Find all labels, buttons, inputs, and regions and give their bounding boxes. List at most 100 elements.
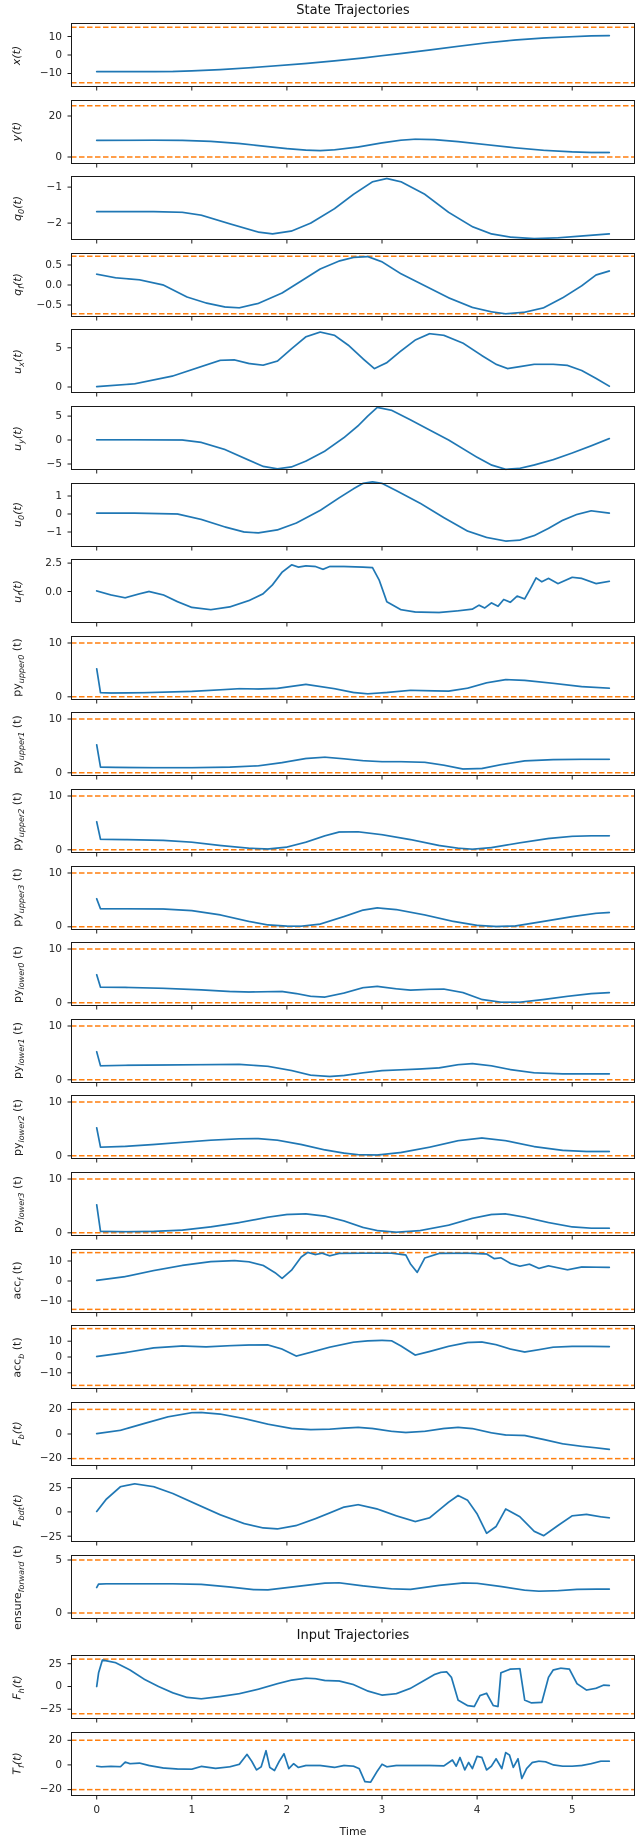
subplot-q0_t: q0(t) −1 −2 (0, 176, 640, 244)
trajectory-line-uf_t (95, 564, 611, 614)
axes-frame (71, 252, 635, 317)
y-tick-label: 10 (48, 1335, 62, 1348)
axes-frame (71, 1731, 635, 1796)
subplot-Tf_t: Tf(t) 20 0 −20 0 1 2 3 4 5 Time (0, 1731, 640, 1838)
axes-frame (71, 329, 635, 394)
y-tick-label: 0 (55, 1427, 62, 1440)
axes-frame (71, 406, 635, 470)
subplot-py_upper2_t: pyupper2 (t) 10 0 (0, 789, 640, 857)
y-tick-label: 10 (48, 636, 62, 649)
plot-canvas-py_upper2_t (67, 789, 635, 857)
y-tick-label: 0 (55, 920, 62, 933)
axes-frame (71, 1325, 635, 1390)
subplot-u0_t: u0(t) 1 0 −1 (0, 480, 640, 551)
plot-canvas-py_upper1_t (67, 712, 635, 780)
y-tick-label: 5 (55, 410, 62, 423)
subplot-uf_t: uf(t) 2.5 0.0 (0, 557, 640, 627)
subplot-py_upper0_t: pyupper0 (t) 10 0 (0, 635, 640, 704)
trajectory-line-Fbdt_t (95, 1483, 611, 1537)
trajectory-line-py_upper2_t (95, 820, 611, 851)
trajectory-line-py_upper0_t (95, 667, 611, 695)
subplot-py_upper3_t: pyupper3 (t) 10 0 (0, 865, 640, 934)
y-tick-label: 10 (48, 1019, 62, 1032)
axes-frame (71, 1095, 635, 1160)
y-tick-label: 5 (55, 1553, 62, 1566)
subplot-Fh_t: Fh(t) 25 0 −25 (0, 1655, 640, 1723)
y-tick-label: −10 (39, 1294, 62, 1307)
axes-frame (71, 1018, 635, 1083)
time-axis-label: Time (339, 1824, 367, 1838)
x-tick-label: 5 (568, 1803, 576, 1816)
y-tick-label: 0 (55, 1073, 62, 1086)
subplot-py_lower1_t: pylower1 (t) 10 0 (0, 1018, 640, 1087)
subplot-qf_t: qf(t) 0.5 0.0 −0.5 (0, 252, 640, 321)
trajectory-line-accf_t (95, 1251, 611, 1281)
plot-canvas-Fbdt_t (67, 1478, 635, 1546)
axes-frame (71, 1401, 635, 1466)
y-tick-label: 0 (55, 690, 62, 703)
y-tick-label: −25 (39, 1703, 62, 1716)
y-tick-label: −20 (39, 1452, 62, 1465)
y-tick-label: 10 (48, 30, 62, 43)
y-tick-label: 0 (55, 996, 62, 1009)
axes-frame (71, 942, 635, 1007)
subplot-accf_t: accf (t) 10 0 −10 (0, 1248, 640, 1317)
y-tick-label: 25 (48, 1482, 62, 1495)
y-tick-label: 10 (48, 1096, 62, 1109)
axes-frame (71, 482, 635, 547)
x-tick-label: 2 (283, 1803, 291, 1816)
y-tick-label: 0 (55, 1606, 62, 1619)
y-tick-label: 0 (55, 1226, 62, 1239)
y-tick-label: 0 (55, 49, 62, 61)
axes-frame (71, 1655, 635, 1719)
y-tick-label: 0 (55, 1680, 62, 1693)
plot-canvas-y_t (67, 99, 635, 168)
trajectory-line-py_lower3_t (95, 1203, 611, 1234)
axes-frame (71, 559, 635, 624)
plot-canvas-py_lower3_t (67, 1172, 635, 1240)
trajectory-line-py_lower0_t (95, 974, 611, 1004)
axes-frame (71, 635, 635, 700)
input-trajectories-title: Input Trajectories (296, 1628, 410, 1643)
trajectory-line-u0_t (95, 480, 611, 542)
y-tick-label: 0 (55, 1758, 62, 1771)
trajectory-line-qf_t (95, 255, 611, 315)
trajectory-line-q0_t (95, 177, 611, 240)
trajectory-line-Tf_t (95, 1749, 611, 1783)
plot-canvas-py_lower0_t (67, 942, 635, 1010)
y-tick-label: 0 (55, 1506, 62, 1519)
plot-canvas-Fh_t (67, 1655, 635, 1723)
y-tick-label: −10 (39, 67, 62, 80)
y-tick-label: 1 (55, 489, 62, 502)
trajectory-line-py_lower1_t (95, 1050, 611, 1078)
y-tick-label: 0 (55, 507, 62, 520)
trajectory-line-py_lower2_t (95, 1127, 611, 1157)
axes-frame (71, 23, 635, 87)
trajectory-line-y_t (95, 137, 611, 153)
axes-frame (71, 1172, 635, 1236)
x-tick-label: 0 (93, 1803, 101, 1816)
axes-frame (71, 865, 635, 930)
y-tick-label: 0 (55, 1150, 62, 1163)
plot-canvas-uy_t (67, 406, 635, 474)
y-tick-label: 20 (48, 109, 62, 122)
trajectory-line-ux_t (95, 331, 611, 388)
y-tick-label: 20 (48, 1403, 62, 1416)
plot-canvas-accb_t (67, 1325, 635, 1393)
subplot-py_lower2_t: pylower2 (t) 10 0 (0, 1095, 640, 1163)
trajectory-line-Fh_t (95, 1659, 611, 1708)
plot-canvas-ensure_forward_t (67, 1555, 635, 1623)
y-tick-label: 0 (55, 381, 62, 394)
y-tick-label: −2 (46, 217, 62, 230)
y-tick-label: −5 (46, 458, 62, 470)
subplot-y_t: y(t) 20 0 (0, 99, 640, 168)
y-tick-label: 5 (55, 342, 62, 355)
trajectory-line-py_upper1_t (95, 744, 611, 771)
y-tick-label: 0 (55, 434, 62, 447)
y-tick-label: −1 (46, 181, 62, 194)
y-tick-label: 25 (48, 1657, 62, 1670)
y-tick-label: −20 (39, 1783, 62, 1796)
plot-canvas-accf_t (67, 1248, 635, 1317)
